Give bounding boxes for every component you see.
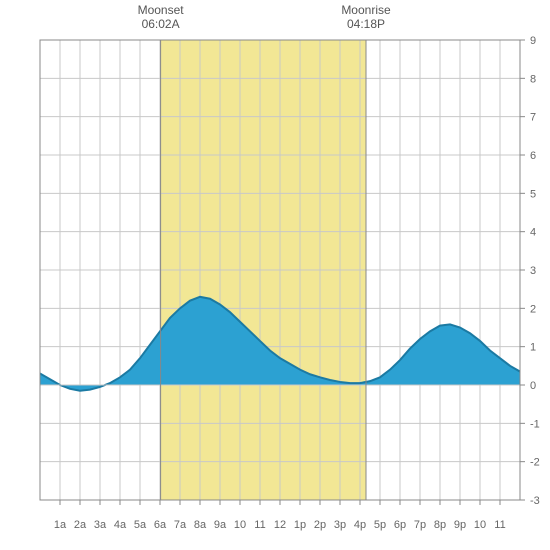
- y-tick-label: 9: [530, 35, 536, 47]
- y-tick-label: 8: [530, 73, 536, 85]
- y-tick-label: -3: [530, 495, 540, 507]
- chart-svg: Moonset06:02A Moonrise04:18P 1a 2a 3a 4a 5a 6a 7…: [0, 0, 550, 550]
- tide-chart: Moonset06:02A Moonrise04:18P 1a 2a 3a 4a 5a 6a 7…: [0, 0, 550, 550]
- y-tick-label: 5: [530, 188, 536, 200]
- y-tick-label: 3: [530, 265, 536, 277]
- x-tick-label: 4p: [354, 519, 366, 531]
- x-tick-label: 1a: [54, 519, 67, 531]
- x-tick-label: 5p: [374, 519, 386, 531]
- y-tick-label: -2: [530, 457, 540, 469]
- x-tick-label: 5a: [134, 519, 147, 531]
- x-tick-label: 9p: [454, 519, 466, 531]
- x-tick-label: 11: [254, 519, 265, 531]
- x-tick-label: 10: [234, 519, 246, 531]
- x-tick-label: 8a: [194, 519, 207, 531]
- x-tick-label: 7a: [174, 519, 187, 531]
- x-tick-label: 12: [274, 519, 286, 531]
- x-tick-label: 11: [494, 519, 505, 531]
- x-tick-label: 6p: [394, 519, 406, 531]
- y-tick-label: 1: [530, 342, 536, 354]
- x-tick-label: 3p: [334, 519, 346, 531]
- x-tick-label: 6a: [154, 519, 167, 531]
- moonset-time: 06:02A: [142, 17, 180, 31]
- moonrise-time: 04:18P: [347, 17, 385, 31]
- x-tick-label: 2p: [314, 519, 326, 531]
- x-tick-label: 10: [474, 519, 486, 531]
- x-tick-label: 9a: [214, 519, 227, 531]
- x-tick-label: 1p: [294, 519, 306, 531]
- y-tick-label: 7: [530, 112, 536, 124]
- y-tick-label: 2: [530, 303, 536, 315]
- y-tick-label: 6: [530, 150, 536, 162]
- y-tick-label: -1: [530, 418, 540, 430]
- y-tick-label: 0: [530, 380, 536, 392]
- x-tick-label: 3a: [94, 519, 107, 531]
- y-tick-label: 4: [530, 227, 536, 239]
- moonset-label: Moonset: [138, 3, 185, 17]
- x-tick-label: 8p: [434, 519, 446, 531]
- x-tick-label: 7p: [414, 519, 426, 531]
- moonrise-label: Moonrise: [341, 3, 391, 17]
- x-tick-label: 2a: [74, 519, 87, 531]
- x-tick-label: 4a: [114, 519, 127, 531]
